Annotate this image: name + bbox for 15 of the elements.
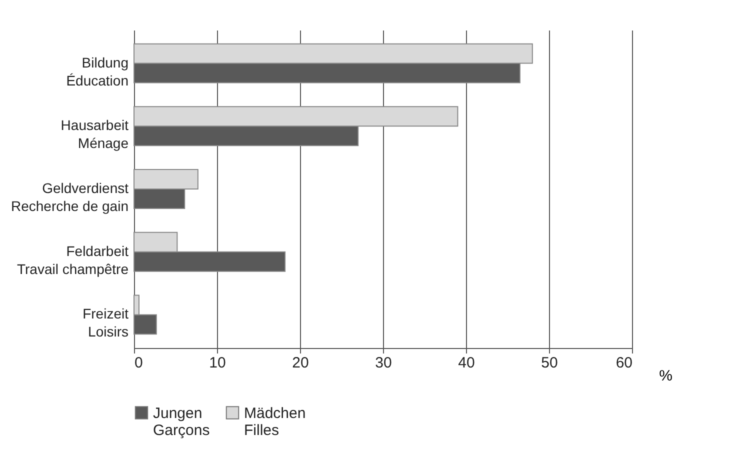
y-tick-label: Hausarbeit Ménage xyxy=(60,117,129,152)
x-tick-label: 40 xyxy=(458,354,475,372)
y-tick-label: Geldverdienst Recherche de gain xyxy=(10,180,129,214)
x-tick-label: 30 xyxy=(375,354,392,372)
y-tick-label: Freizeit Loisirs xyxy=(82,306,129,340)
legend-label: Mädchen Filles xyxy=(244,404,306,439)
x-tick-label: 20 xyxy=(292,354,309,372)
legend-label: Jungen Garçons xyxy=(153,404,210,439)
x-tick-label: 10 xyxy=(209,354,226,372)
x-axis-title: % xyxy=(659,368,672,384)
x-tick-label: 60 xyxy=(616,354,632,372)
y-tick-label: Feldarbeit Travail champêtre xyxy=(16,242,129,277)
x-tick-label: 50 xyxy=(541,354,558,372)
x-tick-label: 0 xyxy=(134,354,143,372)
y-tick-label: Bildung Éducation xyxy=(66,54,128,88)
